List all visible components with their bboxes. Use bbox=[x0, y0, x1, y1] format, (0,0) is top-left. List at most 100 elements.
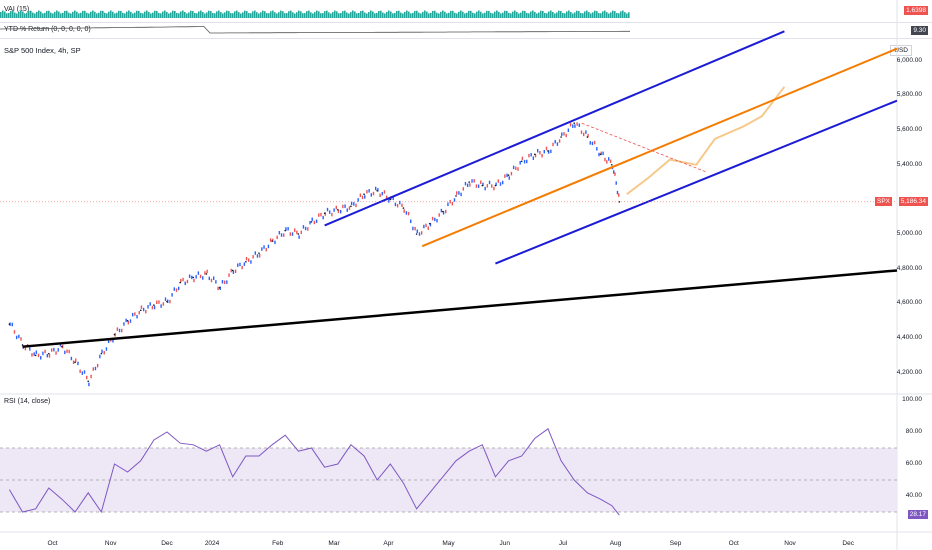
price-candle bbox=[13, 330, 16, 334]
vai-bar bbox=[214, 13, 216, 18]
vai-bar bbox=[224, 12, 226, 18]
price-candle bbox=[296, 230, 298, 235]
price-candle bbox=[326, 207, 329, 212]
vai-bar bbox=[504, 10, 506, 18]
vai-bar bbox=[536, 13, 538, 18]
price-tick-label: 4,200.00 bbox=[896, 368, 922, 376]
vai-bar bbox=[170, 12, 172, 18]
vai-bar bbox=[150, 13, 152, 18]
price-point bbox=[192, 276, 195, 279]
vai-bar bbox=[262, 10, 264, 18]
vai-bar bbox=[96, 13, 98, 18]
price-candle bbox=[256, 254, 259, 258]
price-tick-label: 5,000.00 bbox=[896, 230, 922, 238]
vai-bar bbox=[596, 11, 598, 18]
vai-bar bbox=[588, 12, 590, 18]
time-tick-label: Sep bbox=[669, 540, 682, 547]
price-candle bbox=[206, 269, 208, 274]
vai-bar bbox=[410, 13, 412, 18]
vai-bar bbox=[190, 10, 192, 18]
price-tick-label: 5,800.00 bbox=[896, 91, 922, 99]
price-point bbox=[231, 269, 234, 272]
vai-bar bbox=[616, 13, 618, 18]
vai-bar bbox=[202, 12, 204, 18]
price-point bbox=[376, 189, 378, 192]
price-candle bbox=[72, 360, 75, 364]
vai-bar bbox=[492, 13, 494, 18]
price-candle bbox=[569, 122, 572, 127]
vai-bar bbox=[22, 11, 24, 18]
price-point bbox=[455, 195, 457, 197]
price-candle bbox=[445, 209, 447, 214]
vai-bar bbox=[500, 13, 502, 18]
vai-bar bbox=[476, 11, 478, 18]
price-candle bbox=[423, 224, 425, 229]
vai-bar bbox=[334, 10, 336, 18]
vai-bar bbox=[294, 13, 296, 18]
vai-bar bbox=[342, 11, 344, 18]
price-candle bbox=[24, 346, 27, 351]
vai-bar bbox=[406, 10, 408, 18]
vai-bar bbox=[146, 10, 148, 18]
vai-bar bbox=[194, 12, 196, 18]
price-candle bbox=[263, 245, 265, 249]
price-candle bbox=[134, 312, 136, 316]
price-point bbox=[618, 201, 621, 203]
price-candle bbox=[44, 349, 46, 354]
price-candle bbox=[86, 375, 88, 380]
vai-pane: VAI (15) 1.6398 bbox=[0, 0, 932, 23]
vai-bar bbox=[86, 12, 88, 18]
vai-bar bbox=[296, 12, 298, 18]
vai-bar bbox=[166, 11, 168, 18]
rsi-tick-label: 40.00 bbox=[905, 492, 922, 499]
vai-bar bbox=[276, 13, 278, 18]
price-candle bbox=[537, 149, 539, 153]
price-candle bbox=[616, 190, 619, 195]
price-candle bbox=[230, 268, 232, 273]
price-candle bbox=[339, 209, 342, 214]
vai-bar bbox=[380, 10, 382, 18]
vai-bar bbox=[28, 10, 30, 18]
price-candle bbox=[204, 271, 206, 275]
vai-bar bbox=[102, 10, 104, 18]
price-candle bbox=[528, 153, 530, 158]
price-tick-label: 5,600.00 bbox=[896, 126, 922, 134]
price-point bbox=[389, 198, 392, 201]
vai-bar bbox=[592, 12, 594, 18]
price-candle bbox=[191, 275, 193, 280]
vai-bar bbox=[606, 12, 608, 18]
vai-bar bbox=[238, 12, 240, 18]
price-candle bbox=[31, 353, 33, 357]
vai-bar bbox=[358, 12, 360, 18]
price-candle bbox=[107, 339, 110, 344]
vai-bar bbox=[468, 10, 470, 18]
price-candle bbox=[469, 183, 471, 187]
vai-bar bbox=[72, 11, 74, 18]
vai-bar bbox=[314, 12, 316, 18]
price-candle bbox=[188, 274, 191, 278]
vai-bar bbox=[602, 11, 604, 18]
vai-bar bbox=[70, 13, 72, 18]
vai-bar bbox=[518, 13, 520, 18]
vai-bar bbox=[94, 11, 96, 18]
vai-bar bbox=[176, 12, 178, 18]
price-tick-label: 4,600.00 bbox=[896, 299, 922, 307]
price-candle bbox=[582, 132, 585, 137]
vai-bar bbox=[148, 11, 150, 18]
price-candle bbox=[405, 211, 408, 215]
vai-bar bbox=[132, 13, 134, 18]
price-candle bbox=[221, 280, 224, 284]
price-point bbox=[599, 153, 602, 156]
vai-bar bbox=[0, 12, 2, 18]
price-candle bbox=[42, 351, 44, 356]
price-candle bbox=[486, 184, 489, 188]
vai-bar bbox=[308, 10, 310, 18]
price-candle bbox=[123, 322, 125, 326]
vai-bar bbox=[324, 11, 326, 18]
projection-path bbox=[626, 86, 786, 195]
ytd-label: YTD % Return (0, 0, 0, 0, 0) bbox=[4, 26, 91, 33]
price-point bbox=[363, 193, 365, 196]
ytd-value-tag: 9.30 bbox=[911, 26, 928, 35]
vai-bar bbox=[4, 11, 6, 18]
